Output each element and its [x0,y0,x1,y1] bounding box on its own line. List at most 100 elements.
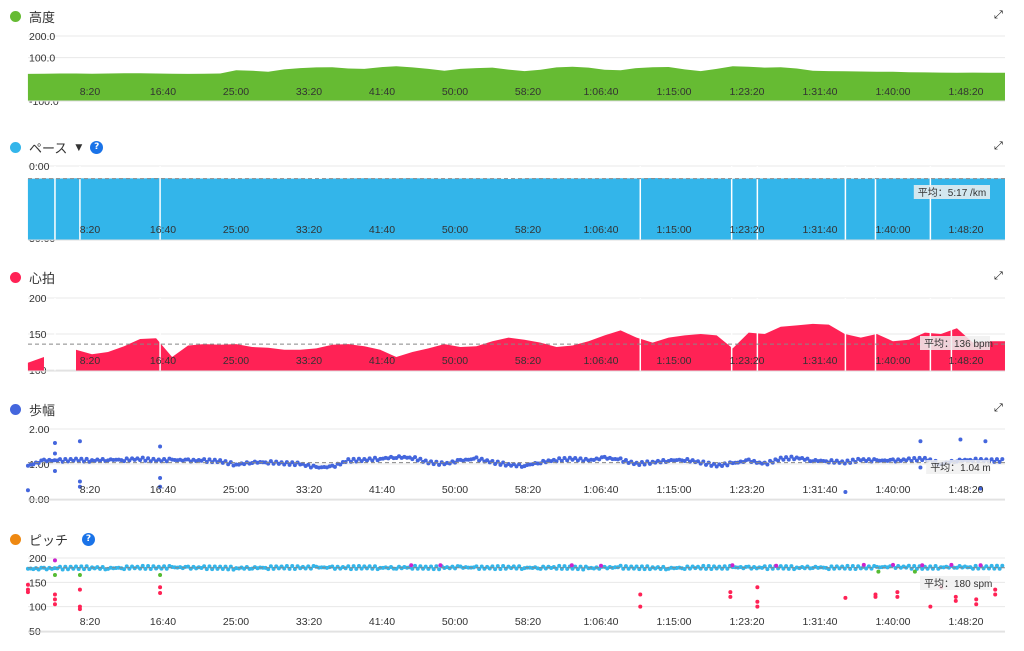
stride-point [84,456,89,461]
cadence-outlier-point [728,594,733,599]
elevation-title: 高度 [10,7,55,26]
x-tick-label: 58:20 [515,616,541,628]
stride-outlier-point [52,441,57,445]
cadence-point [290,564,295,569]
elevation-chart: 200.0100.00-100.08:2016:4025:0033:2041:4… [27,31,1005,108]
stride-point [474,455,479,460]
x-tick-label: 16:40 [150,224,176,236]
stride-point [637,463,642,468]
cadence-outlier-point [912,569,917,574]
stride-point [725,463,730,468]
cadence-outlier-point [755,585,760,590]
cadence-point [562,564,567,569]
expand-icon[interactable]: ⤢ [994,139,1003,152]
x-tick-label: 1:15:00 [656,224,691,236]
x-tick-label: 25:00 [223,616,249,628]
heart-rate-chart: 2001501008:2016:4025:0033:2041:4050:0058… [27,293,1005,377]
stride-point [490,458,495,463]
cadence-outlier-point [920,563,925,568]
cadence-point [1000,563,1005,568]
x-tick-label: 1:40:00 [875,355,910,367]
stride-outlier-point [158,484,163,489]
x-tick-label: 16:40 [150,355,176,367]
cadence-point [864,566,869,571]
stride-point [146,456,151,461]
help-icon[interactable]: ? [82,533,96,546]
stride-legend-dot [10,404,21,415]
cadence-outlier-point [25,590,30,595]
help-icon[interactable]: ? [90,141,104,154]
stride-point [431,462,436,467]
stride-point [138,458,143,463]
stride-point [805,456,810,461]
stride-outlier-point [983,439,988,444]
stride-point [850,457,855,462]
x-tick-label: 50:00 [442,355,468,367]
x-tick-label: 1:48:20 [948,86,983,98]
stride-point [351,456,356,461]
cadence-point [143,566,148,571]
average-label: 平均：180 spm [924,578,992,590]
cadence-point [514,566,519,571]
stride-point [74,456,79,461]
x-tick-label: 1:06:40 [583,224,618,236]
x-tick-label: 50:00 [442,86,468,98]
cadence-outlier-point [978,563,983,568]
x-tick-label: 1:40:00 [875,224,910,236]
cadence-point [703,566,708,571]
cadence-point [829,564,834,569]
expand-icon[interactable]: ⤢ [994,401,1003,414]
stride-outlier-point [158,476,163,480]
stride-outlier-point [77,439,82,444]
dropdown-caret-icon[interactable]: ▼ [75,142,83,153]
stride-point [623,457,628,462]
stride-point [789,454,794,459]
cadence-point [912,563,917,568]
stride-point [565,458,570,463]
stride-point [228,460,233,465]
y-tick-label: 2.00 [29,424,50,436]
cadence-outlier-point [569,563,574,568]
stride-point [922,455,927,460]
x-tick-label: 1:23:20 [729,86,764,98]
x-tick-label: 1:48:20 [948,484,983,496]
stride-point [207,457,212,462]
stride-point [578,456,583,461]
cadence-outlier-point [928,604,933,609]
expand-icon[interactable]: ⤢ [994,8,1003,21]
cadence-point [418,564,423,569]
stride-point [853,460,858,465]
average-label-box [926,460,990,474]
x-tick-label: 1:48:20 [948,355,983,367]
x-tick-label: 1:15:00 [656,355,691,367]
cadence-outlier-point [953,598,958,603]
stride-point [140,455,145,460]
cadence-outlier-point [638,604,643,609]
stride-point [164,459,169,464]
stride-point [703,462,708,467]
cadence-outlier-point [949,562,954,567]
x-tick-label: 8:20 [80,484,101,496]
stride-point [282,462,287,467]
cadence-point [701,563,706,568]
stride-point [338,462,343,467]
heart-rate-area [27,357,44,371]
stride-point [997,459,1002,464]
expand-icon[interactable]: ⤢ [994,269,1003,282]
cadence-outlier-point [25,582,30,587]
stride-point [346,457,351,462]
cadence-outlier-point [774,563,779,568]
cadence-outlier-point [873,594,878,599]
y-tick-label: 150 [29,577,47,589]
average-label-box [920,576,990,590]
cadence-point [60,567,65,572]
cadence-point [845,563,850,568]
stride-point [226,462,231,467]
x-tick-label: 50:00 [442,616,468,628]
stride-point [909,459,914,464]
cadence-point [778,564,783,569]
cadence-outlier-point [895,590,900,595]
x-tick-label: 50:00 [442,224,468,236]
